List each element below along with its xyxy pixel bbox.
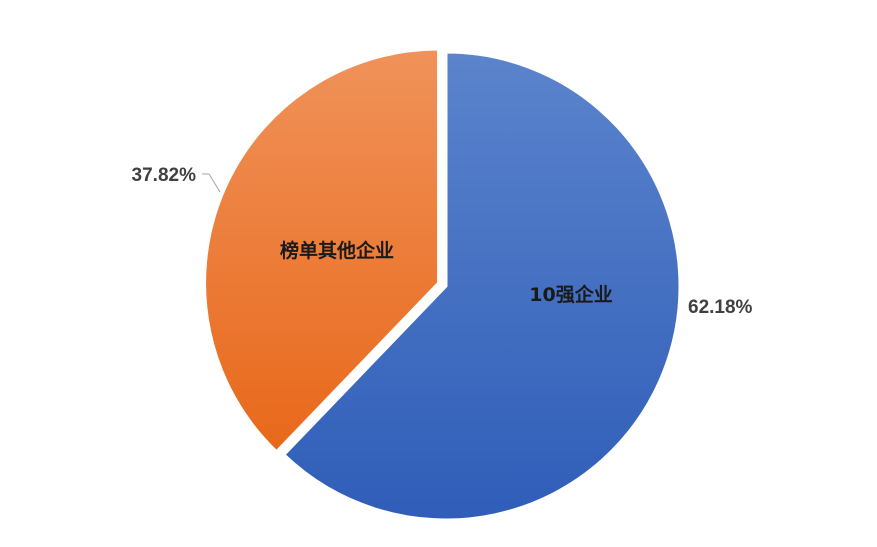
pie-slice-other (203, 47, 441, 454)
category-label-other: 榜单其他企业 (280, 239, 394, 262)
value-label-other: 37.82% (132, 165, 197, 186)
value-label-top10: 62.18% (688, 297, 753, 318)
pie-slice-top10 (281, 50, 682, 522)
category-label-top10: 10强企业 (529, 283, 612, 306)
leader-line (202, 173, 221, 193)
